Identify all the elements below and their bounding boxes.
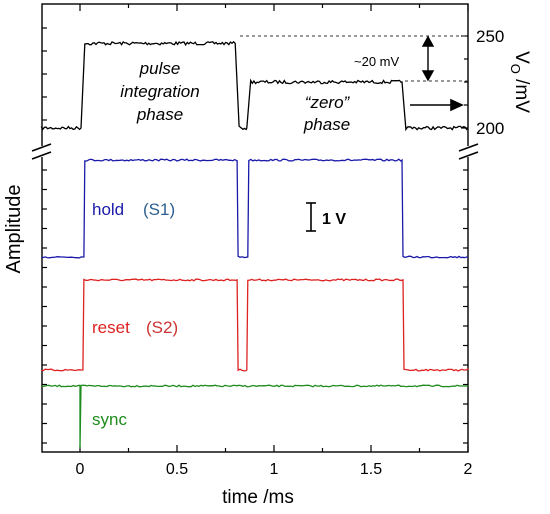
series-line-reset [41, 278, 469, 372]
x-tick-label: 0.5 [166, 461, 188, 478]
x-tick-label: 1 [270, 461, 279, 478]
y-axis-title: Amplitude [3, 185, 25, 274]
series-tag-reset: (S2) [146, 318, 178, 337]
series-label-hold: hold [92, 200, 124, 219]
delta-arrow [421, 35, 435, 82]
x-axis-title: time /ms [222, 487, 294, 508]
series-line-hold [41, 158, 469, 259]
axis-break-mark-right [458, 143, 479, 160]
annotation-pulse: pulse [139, 59, 181, 78]
scale-bar-label: 1 V [322, 211, 346, 228]
annotation-zero: “zero” [305, 93, 351, 112]
series-line-sync [41, 384, 469, 449]
series-line-vo [40, 40, 469, 132]
x-tick-label: 2 [464, 461, 473, 478]
right-tick-label: 200 [476, 119, 504, 138]
series-tag-hold: (S1) [143, 200, 175, 219]
axis-break-mark-left [31, 143, 52, 160]
axis-ticks: 0 0.5 1 1.5 2 250 200 [42, 4, 504, 478]
annotation-phase-2: phase [303, 115, 350, 134]
time-arrow [410, 98, 464, 112]
x-tick-label: 1.5 [360, 461, 382, 478]
plot-frame [41, 3, 469, 453]
right-tick-label: 250 [476, 27, 504, 46]
axis-break-gap-left [36, 146, 48, 157]
axis-break-gap-right [462, 146, 474, 157]
series-label-sync: sync [92, 410, 127, 429]
scale-bar [306, 202, 316, 232]
annotation-integration: integration [120, 82, 199, 101]
annotation-phase-1: phase [136, 105, 183, 124]
x-tick-label: 0 [76, 461, 85, 478]
delta-label: ~20 mV [354, 54, 399, 69]
series-label-reset: reset [92, 318, 130, 337]
right-axis-title: VO /mV [508, 51, 532, 113]
